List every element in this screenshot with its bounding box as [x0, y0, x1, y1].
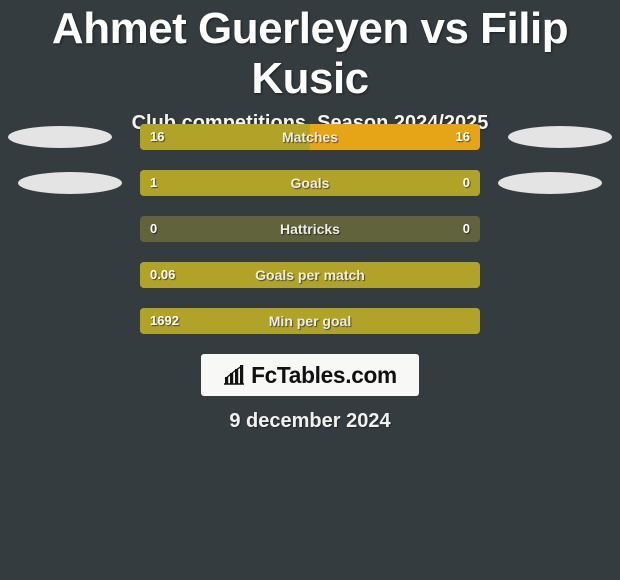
bar-chart-icon — [223, 365, 245, 385]
stat-row: Min per goal1692 — [0, 308, 620, 334]
stat-left-value: 0 — [150, 216, 157, 242]
stat-left-value: 1 — [150, 170, 157, 196]
player-left-icon — [18, 172, 122, 194]
stat-bar: Goals1 0 — [140, 170, 480, 196]
stat-bar: Goals per match0.06 — [140, 262, 480, 288]
stat-row: Hattricks0 0 — [0, 216, 620, 242]
stat-label: Goals per match — [140, 262, 480, 288]
date-stamp: 9 december 2024 — [0, 410, 620, 433]
player-left-icon — [8, 126, 112, 148]
stat-bar: Min per goal1692 — [140, 308, 480, 334]
stat-right-value: 0 — [463, 216, 470, 242]
player-right-icon — [508, 126, 612, 148]
stat-bar: Hattricks0 0 — [140, 216, 480, 242]
stat-label: Min per goal — [140, 308, 480, 334]
comparison-infographic: Ahmet Guerleyen vs Filip Kusic Club comp… — [0, 0, 620, 580]
stat-row: Goals per match0.06 — [0, 262, 620, 288]
stat-right-value: 16 — [456, 124, 470, 150]
stat-rows: Matches1616Goals10Hattricks00Goals per m… — [0, 124, 620, 354]
brand-badge: FcTables.com — [201, 354, 419, 396]
stat-left-value: 1692 — [150, 308, 179, 334]
brand-text: FcTables.com — [251, 362, 397, 389]
stat-row: Matches16 16 — [0, 124, 620, 150]
page-title: Ahmet Guerleyen vs Filip Kusic — [0, 0, 620, 104]
stat-right-value: 0 — [463, 170, 470, 196]
stat-label: Goals — [140, 170, 480, 196]
brand-inner: FcTables.com — [223, 362, 397, 389]
stat-left-value: 0.06 — [150, 262, 175, 288]
stat-label: Hattricks — [140, 216, 480, 242]
stat-left-value: 16 — [150, 124, 164, 150]
stat-row: Goals1 0 — [0, 170, 620, 196]
stat-label: Matches — [140, 124, 480, 150]
stat-bar: Matches16 16 — [140, 124, 480, 150]
player-right-icon — [498, 172, 602, 194]
